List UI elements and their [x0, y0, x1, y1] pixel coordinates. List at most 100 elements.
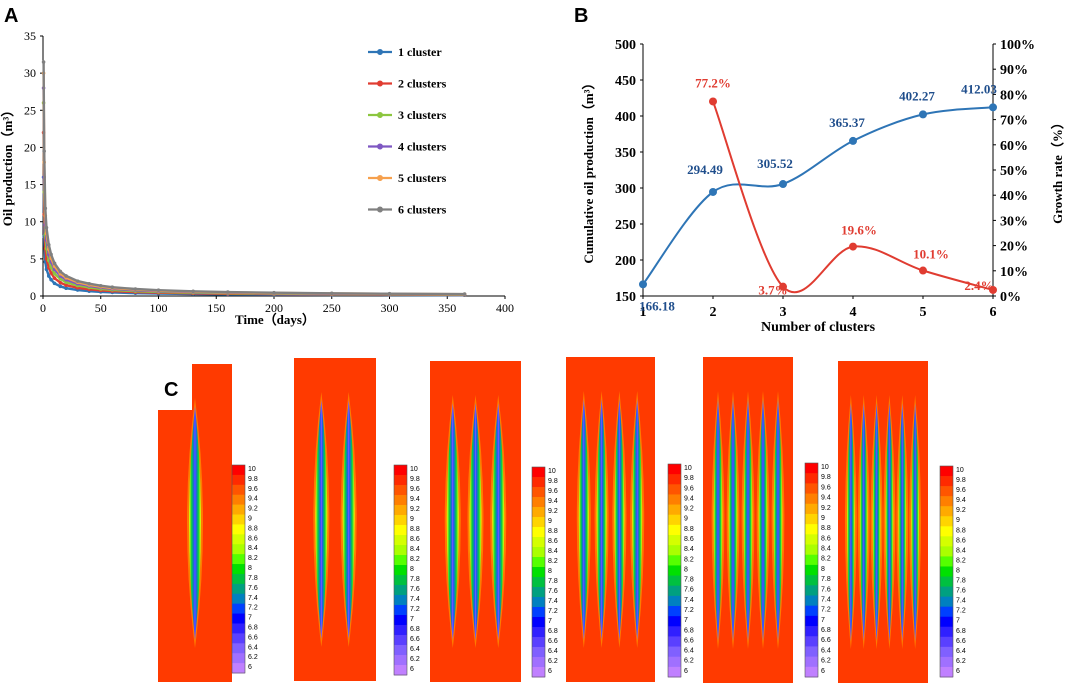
c-colorbar-tick-label: 9.8	[684, 475, 694, 482]
c-colorbar-swatch	[668, 555, 681, 566]
c-fracture	[911, 403, 920, 641]
c-colorbar-swatch	[532, 487, 545, 498]
c-colorbar-tick-label: 8.2	[410, 556, 420, 563]
c-colorbar-tick-label: 9.2	[821, 505, 831, 512]
c-heatmap-6: 10 9.8 9.6 9.4 9.2 9 8.8 8.6 8.4 8.2 8 7.8 7.6 7.4 7.2…	[838, 361, 966, 683]
c-colorbar-tick-label: 6.6	[248, 634, 258, 641]
a-data-point	[49, 271, 53, 275]
c-colorbar-swatch	[940, 556, 953, 567]
c-fracture	[446, 403, 459, 640]
a-series-3	[41, 101, 467, 297]
a-data-point	[49, 277, 53, 282]
c-colorbar-swatch	[668, 595, 681, 607]
panel-b-chart: 150 200 250 300 350 400 450 500 0% 10% 20% 30% 40% 5…	[581, 38, 1065, 335]
b-data-label: 166.18	[639, 298, 675, 313]
c-fracture	[846, 403, 855, 641]
c-colorbar-swatch	[668, 565, 681, 577]
a-data-point	[52, 261, 57, 266]
c-colorbar-tick-label: 9.2	[248, 506, 258, 513]
c-colorbar-tick-label: 6.8	[956, 628, 966, 635]
c-colorbar-tick-label: 7	[410, 616, 414, 623]
c-colorbar-tick-label: 8.8	[956, 527, 966, 534]
a-data-point	[156, 288, 161, 293]
b-series-line	[712, 101, 994, 294]
c-colorbar-tick-label: 9.8	[956, 477, 966, 484]
c-colorbar-swatch	[394, 645, 407, 656]
b-y-tick-label: 250	[615, 218, 636, 233]
c-colorbar-frame	[393, 464, 408, 676]
c-colorbar-swatch	[394, 515, 407, 526]
c-colorbar-swatch	[232, 643, 245, 654]
panel-c-letter-box: C	[158, 364, 192, 410]
c-fracture	[872, 403, 881, 641]
c-colorbar-swatch	[940, 656, 953, 668]
b-x-tick-label: 1	[640, 305, 647, 320]
c-colorbar-swatch	[805, 646, 818, 658]
a-x-tick-label: 100	[150, 301, 168, 315]
c-heatmap-1: 10 9.8 9.6 9.4 9.2 9 8.8 8.6 8.4 8.2 8 7.8 7.6 7.4 7.2…	[158, 364, 258, 682]
b-y-right-tick-label: 70%	[1000, 114, 1028, 129]
c-colorbar-tick-label: 9.4	[548, 498, 558, 505]
c-colorbar-swatch	[940, 666, 953, 678]
c-colorbar-swatch	[668, 606, 681, 617]
c-colorbar-tick-label: 7.8	[684, 577, 694, 584]
c-colorbar-tick-label: 8.2	[248, 555, 258, 562]
c-colorbar-swatch	[394, 475, 407, 486]
b-y-tick-label: 450	[615, 74, 636, 89]
c-fracture	[743, 399, 753, 641]
a-series-6	[41, 60, 467, 296]
a-data-point	[58, 277, 63, 281]
c-colorbar-swatch	[668, 535, 681, 546]
c-colorbar-swatch	[805, 463, 818, 474]
c-heatmap-2: 10 9.8 9.6 9.4 9.2 9 8.8 8.6 8.4 8.2 8 7.8 7.6 7.4 7.2…	[294, 358, 420, 681]
a-data-point	[46, 242, 51, 247]
c-colorbar-tick-label: 6.8	[410, 626, 420, 633]
b-y-right-tick-label: 90%	[1000, 63, 1028, 78]
b-y-right-tick-label: 30%	[1000, 214, 1028, 229]
c-colorbar-swatch	[394, 525, 407, 536]
c-colorbar-swatch	[232, 514, 245, 525]
c-colorbar-swatch	[805, 534, 818, 546]
c-colorbar-tick-label: 6.2	[248, 654, 258, 661]
c-colorbar-swatch	[668, 646, 681, 658]
b-data-label: 19.6%	[841, 223, 877, 238]
c-colorbar: 10 9.8 9.6 9.4 9.2 9 8.8 8.6 8.4 8.2 8 7.8 7.6 7.4 7.2…	[531, 466, 558, 678]
c-colorbar-swatch	[668, 575, 681, 587]
a-y-tick-label: 30	[24, 66, 36, 80]
c-colorbar-swatch	[232, 564, 245, 575]
a-y-axis-label: Oil production（m³）	[0, 104, 15, 226]
b-data-point	[709, 97, 717, 106]
c-fracture	[315, 400, 328, 639]
c-fracture	[492, 403, 505, 640]
c-colorbar-swatch	[940, 596, 953, 608]
c-colorbar-swatch	[232, 504, 245, 516]
a-x-tick-label: 200	[265, 301, 283, 315]
b-y-right-tick-label: 10%	[1000, 265, 1028, 280]
b-data-point	[779, 282, 787, 291]
a-data-point	[64, 280, 68, 285]
c-colorbar-swatch	[232, 544, 245, 555]
a-data-point	[110, 285, 115, 290]
c-colorbar-tick-label: 8.2	[956, 557, 966, 564]
b-data-point	[989, 103, 997, 112]
c-colorbar-tick-label: 6.2	[684, 658, 694, 665]
b-data-label: 402.27	[899, 88, 935, 103]
c-colorbar-swatch	[940, 516, 953, 527]
c-colorbar-swatch	[940, 506, 953, 517]
c-colorbar-tick-label: 7.4	[410, 596, 420, 603]
a-y-tick-label: 10	[24, 215, 36, 229]
b-data-point	[709, 187, 717, 196]
c-colorbar-tick-label: 9.8	[548, 478, 558, 485]
c-colorbar-tick-label: 8.6	[821, 535, 831, 542]
c-colorbar-swatch	[668, 494, 681, 506]
c-colorbar-swatch	[394, 585, 407, 596]
c-colorbar-tick-label: 6	[548, 668, 552, 675]
c-colorbar-swatch	[805, 636, 818, 647]
c-heatmap-3: 10 9.8 9.6 9.4 9.2 9 8.8 8.6 8.4 8.2 8 7.8 7.6 7.4 7.2…	[430, 361, 558, 682]
c-colorbar-swatch	[805, 575, 818, 586]
c-colorbar-tick-label: 7	[956, 618, 960, 625]
c-colorbar-swatch	[805, 473, 818, 484]
c-colorbar: 10 9.8 9.6 9.4 9.2 9 8.8 8.6 8.4 8.2 8 7.8 7.6 7.4 7.2…	[939, 465, 966, 678]
c-colorbar-tick-label: 6.4	[956, 648, 966, 655]
c-colorbar-tick-label: 7.4	[548, 598, 558, 605]
